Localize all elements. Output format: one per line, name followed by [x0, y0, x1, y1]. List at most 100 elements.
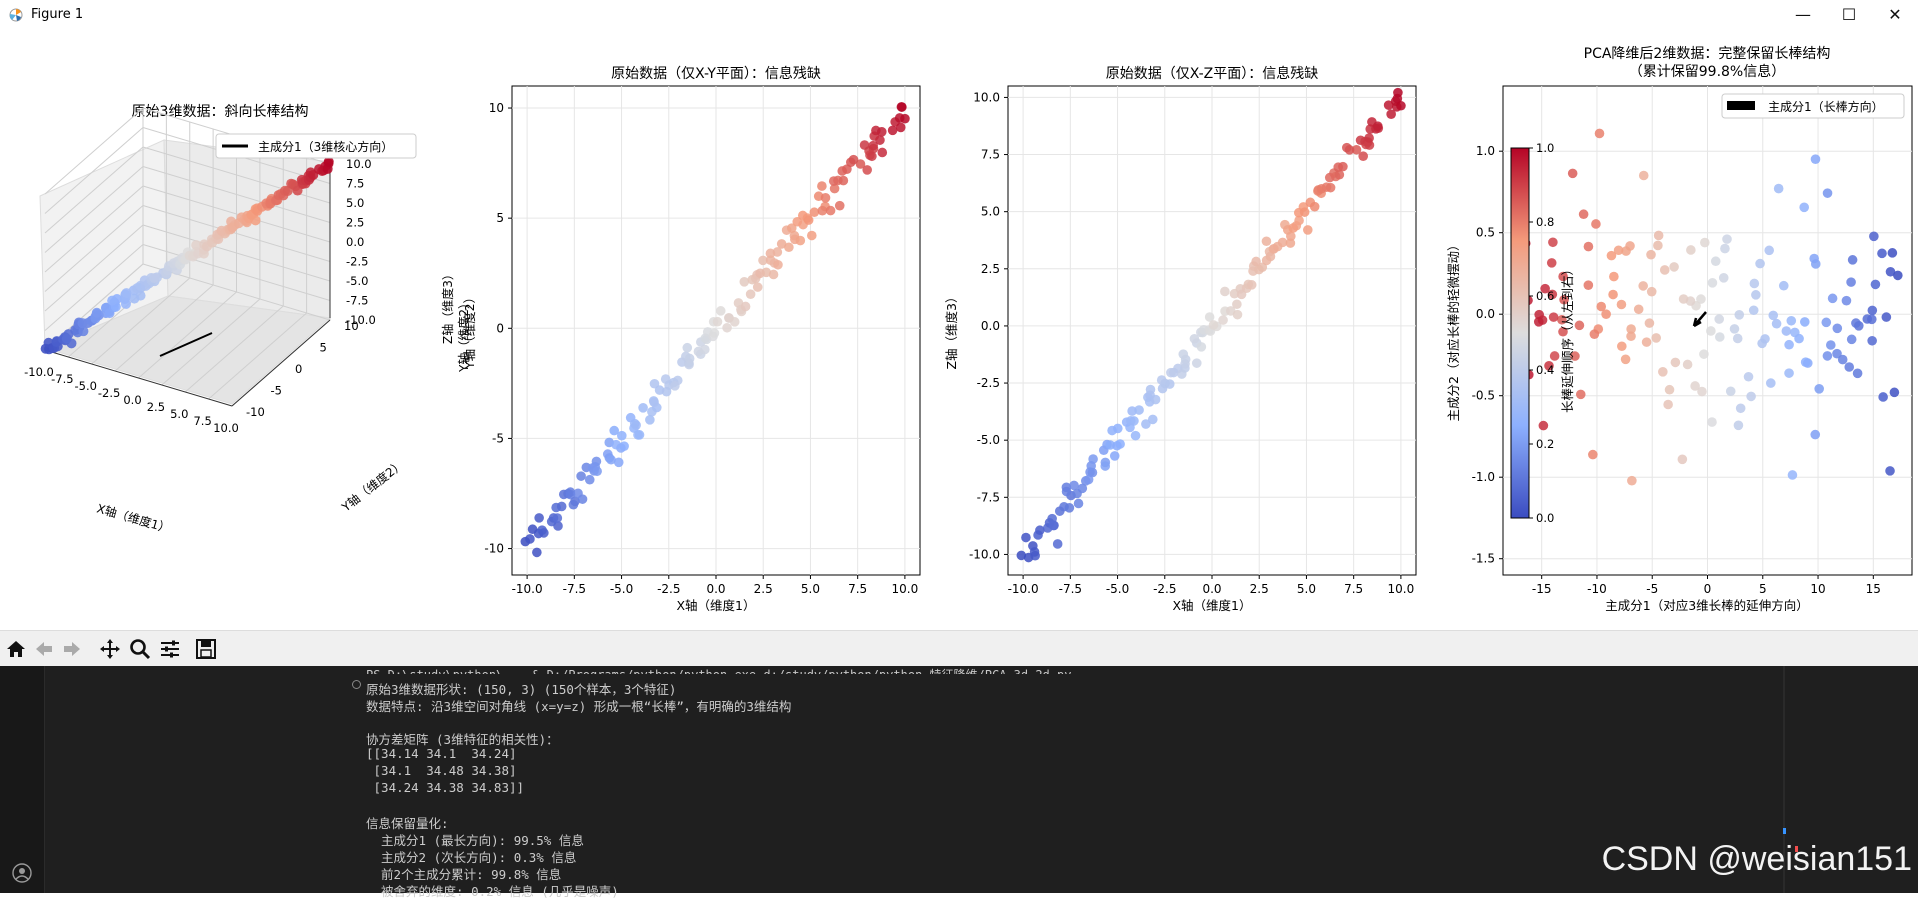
terminal-line: 前2个主成分累计: 99.8% 信息 [366, 866, 562, 882]
x-tick-label: -7.5 [51, 372, 73, 386]
scatter-point [1725, 386, 1736, 397]
x-tick-label: -10.0 [24, 365, 54, 379]
scatter-point [1115, 439, 1125, 449]
z-axis-label: Z轴（维度3） [440, 268, 455, 344]
configure-icon[interactable] [158, 637, 182, 661]
scatter-point [806, 230, 817, 241]
scatter-point-3d [91, 307, 102, 318]
scatter-point [1658, 367, 1668, 377]
scatter-point [1288, 223, 1299, 233]
scatter-point [682, 342, 693, 353]
terminal-line: 协方差矩阵 (3维特征的相关性)： [366, 732, 559, 748]
terminal-panel: PS D:\study\python\... & D:/Programs/pyt… [0, 666, 1918, 899]
z-tick-label: 7.5 [346, 177, 364, 191]
x-axis-label: X轴（维度1） [95, 500, 172, 535]
scatter-point [1285, 238, 1296, 248]
chart1-title: 原始3维数据：斜向长棒结构 [132, 104, 309, 120]
scatter-point [1690, 381, 1700, 391]
forward-icon[interactable] [60, 637, 84, 661]
scatter-point [565, 489, 576, 500]
minimize-button[interactable]: — [1795, 5, 1811, 24]
scatter-point [1626, 331, 1636, 342]
scatter-point [1218, 315, 1228, 325]
scatter-point [877, 147, 888, 158]
gridline-left [44, 127, 144, 214]
y-tick-labels: -10 -5 0 5 10 [246, 319, 359, 419]
terminal-scrollbar[interactable] [1783, 666, 1786, 893]
y-tick-labels-2: 10 5 0 -5 -10 [484, 101, 512, 556]
scatter-point [1052, 539, 1063, 549]
colorbar-tick-label: 1.0 [1536, 141, 1554, 155]
y-tick-label: 1.0 [1476, 144, 1495, 158]
scatter-point [1787, 470, 1798, 480]
y-tick-label: -2.5 [977, 376, 1000, 390]
pan-icon[interactable] [98, 637, 122, 661]
scatter-point [1578, 209, 1589, 220]
scatter-point [700, 344, 710, 355]
scatter-point [1073, 498, 1084, 509]
x-tick-label: 10.0 [213, 421, 239, 435]
scatter-point [670, 381, 680, 391]
scatter-point [1768, 310, 1779, 321]
y-tick-label: -7.5 [977, 490, 1000, 504]
pane-back [163, 139, 331, 319]
scatter-point [1338, 161, 1348, 172]
scatter-point [534, 513, 544, 523]
account-icon[interactable] [11, 862, 33, 884]
home-icon[interactable] [4, 637, 28, 661]
x-tick-label: 0.0 [706, 582, 725, 596]
y-tick-label: 0.5 [1476, 226, 1495, 240]
scatter-point [1700, 237, 1710, 248]
scatter-point [867, 151, 877, 162]
chart3-title: 原始数据（仅X-Z平面）：信息残缺 [1106, 65, 1319, 82]
grid-4 [1503, 86, 1912, 575]
scatter-point [1191, 358, 1202, 368]
scatter-point [606, 454, 616, 465]
scatter-point [1841, 295, 1852, 306]
z-tick-label: -5.0 [346, 274, 368, 288]
scatter-point [568, 499, 579, 510]
scatter-point [1134, 405, 1144, 415]
scatter-point [1641, 337, 1652, 347]
y-axis-label-4: 主成分2（对应长棒的轻微摆动） [1446, 239, 1461, 422]
y-tick-labels-3: 10.0 7.5 5.0 2.5 0.0 -2.5 -5.0 -7.5 -10.0 [969, 90, 1008, 561]
scatter-point [859, 140, 870, 150]
scatter-point [1638, 281, 1648, 291]
scatter-point [1784, 339, 1794, 350]
scatter-point [1601, 309, 1611, 320]
x-tick-label: 10.0 [892, 582, 919, 596]
close-button[interactable]: ✕ [1888, 5, 1902, 24]
y-tick-label: 0 [295, 362, 302, 376]
gridline-back-h [142, 166, 331, 223]
x-axis-line [44, 349, 233, 407]
scatter-point [803, 215, 814, 225]
scatter-point [1130, 430, 1141, 441]
back-icon[interactable] [32, 637, 56, 661]
scatter-point [613, 457, 624, 468]
scatter-point [1746, 391, 1756, 402]
terminal-line: 被舍弃的维度: 0.2% 信息 (几乎是噪声) [366, 883, 619, 899]
terminal-status-circle-icon [352, 680, 361, 689]
scatter-point [592, 466, 602, 477]
maximize-button[interactable]: ☐ [1841, 5, 1857, 24]
scatter-point [1364, 133, 1374, 143]
gridline-floor [208, 312, 307, 400]
zoom-icon[interactable] [128, 637, 152, 661]
scatter-points-3 [1016, 87, 1406, 563]
gridline-left [44, 107, 144, 195]
y-tick-label: 0.0 [1476, 307, 1495, 321]
scatter-point [1589, 329, 1600, 339]
scatter-points-4 [1510, 128, 1903, 486]
scatter-point [1821, 317, 1832, 328]
colorbar-tick-labels: 1.0 0.8 0.6 0.4 0.2 0.0 [1529, 141, 1554, 525]
y-tick-label: 0.0 [981, 319, 1000, 333]
save-icon[interactable] [194, 637, 218, 661]
scatter-point [1608, 289, 1618, 300]
scatter-point [1147, 414, 1158, 425]
scatter-point [1351, 144, 1362, 155]
colorbar-tick-label: 0.4 [1536, 363, 1554, 377]
chart-pca: PCA降维后2维数据：完整保留长棒结构 （累计保留99.8%信息） -15 -10… [1446, 46, 1913, 613]
x-tick-label: 0 [1704, 582, 1712, 596]
scatter-point [1696, 294, 1706, 304]
scatter-point [1294, 215, 1304, 226]
